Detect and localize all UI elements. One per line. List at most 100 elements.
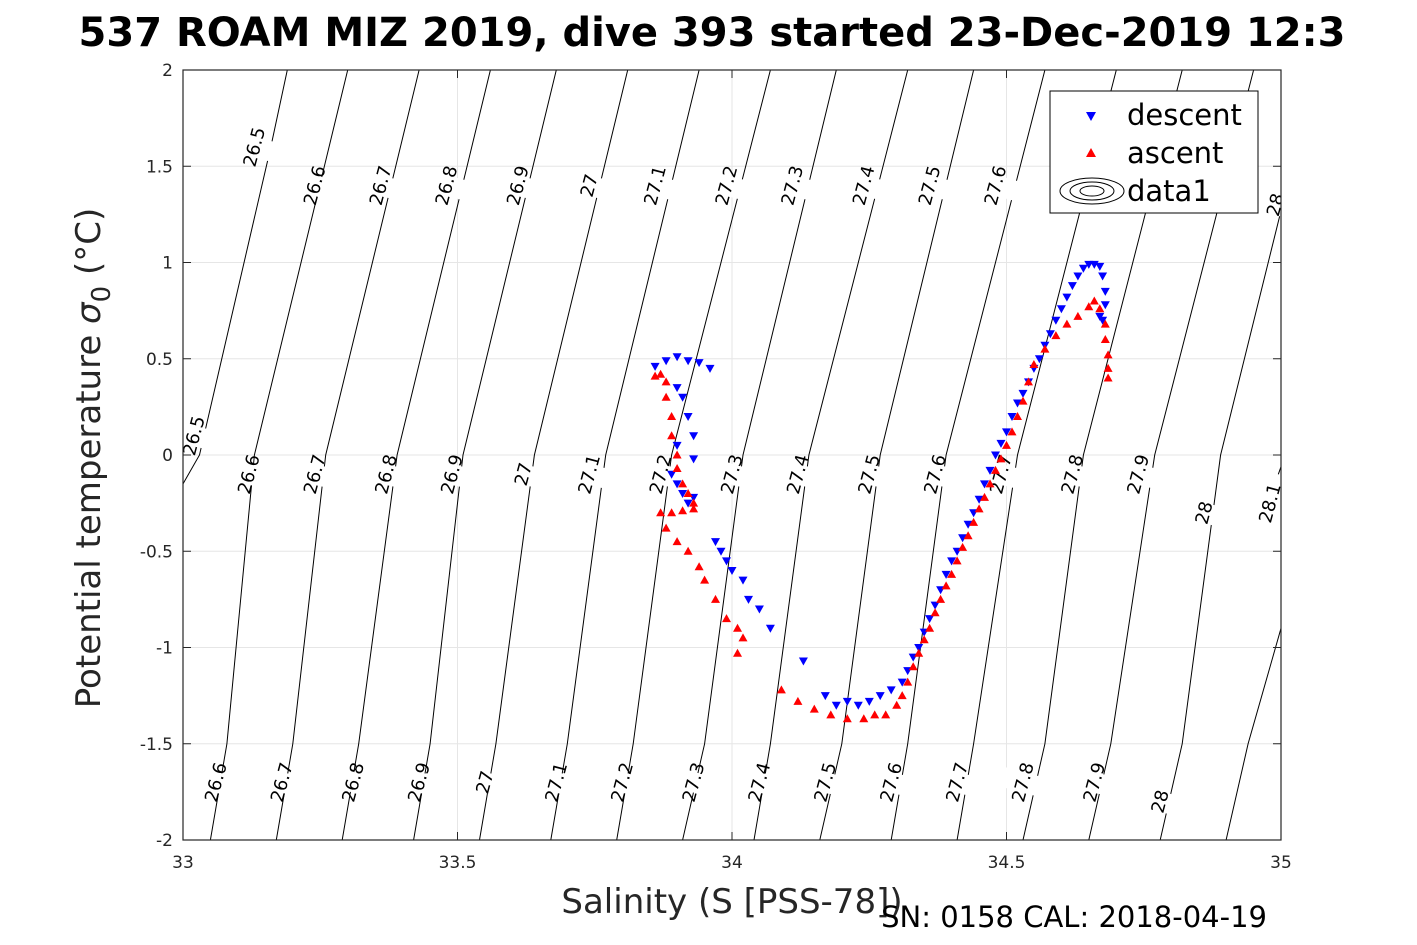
ascent-point	[941, 581, 951, 590]
ascent-point	[1095, 304, 1105, 313]
legend-ascent-label: ascent	[1127, 136, 1223, 170]
contour-label-bg	[837, 169, 890, 202]
contour-label-bg	[360, 458, 412, 491]
contour-label: 26.7	[267, 760, 298, 804]
descent-point	[683, 357, 693, 366]
y-axis-label-sigma: σ	[69, 301, 109, 324]
contour-label-bg	[969, 169, 1022, 202]
contour-label-bg	[700, 169, 753, 202]
contour-label: 27.6	[876, 760, 907, 804]
descent-point	[1056, 305, 1066, 314]
ascent-point	[903, 677, 913, 686]
ascent-point	[1051, 331, 1061, 340]
series-ascent	[650, 296, 1113, 723]
ascent-point	[947, 569, 957, 578]
descent-point	[667, 470, 677, 479]
descent-point	[1100, 287, 1110, 296]
y-tick-label: -1.5	[140, 735, 173, 755]
ascent-point	[776, 685, 786, 694]
contour-label-bg	[420, 169, 473, 202]
descent-point	[705, 364, 715, 373]
contour-label-bg	[931, 766, 983, 799]
descent-point	[1100, 301, 1110, 310]
contour-28.1: 28.1	[1225, 481, 1281, 840]
contour-label-bg	[530, 766, 583, 799]
ascent-point	[661, 523, 671, 532]
contour-label-bg	[223, 458, 275, 491]
descent-point	[886, 686, 896, 695]
ascent-point	[672, 450, 682, 459]
x-tick-label: 33	[172, 853, 194, 873]
contour-label-bg	[865, 766, 917, 799]
ascent-point	[925, 623, 935, 632]
ascent-point	[689, 498, 699, 507]
descent-point	[897, 678, 907, 687]
ascent-point	[963, 531, 973, 540]
contour-label-bg	[183, 419, 220, 452]
ascent-point	[842, 714, 852, 723]
ascent-point	[1062, 319, 1072, 328]
ascent-point	[914, 648, 924, 657]
ascent-point	[793, 696, 803, 705]
x-tick-label: 33.5	[439, 853, 477, 873]
descent-point	[661, 357, 671, 366]
contour-label-bg	[327, 766, 379, 799]
descent-point	[1013, 399, 1022, 408]
contour-label: 27.3	[717, 452, 748, 496]
descent-point	[1045, 330, 1055, 339]
descent-point	[991, 451, 1000, 460]
ascent-point	[1103, 350, 1113, 359]
contour-label-bg	[354, 169, 407, 202]
descent-point	[672, 384, 682, 393]
contour-label: 27.2	[712, 164, 743, 208]
contour-label: 26.6	[201, 760, 232, 804]
descent-point	[996, 439, 1006, 448]
contour-label-bg	[1134, 785, 1186, 818]
contour-line	[341, 70, 491, 840]
contour-label-bg	[997, 766, 1049, 799]
legend-data1-label: data1	[1127, 174, 1211, 208]
descent-point	[831, 701, 841, 710]
contour-label-bg	[629, 169, 681, 202]
descent-point	[1007, 413, 1017, 421]
chart-title: 537 ROAM MIZ 2019, dive 393 started 23-D…	[79, 10, 1346, 56]
ascent-point	[683, 489, 693, 497]
ascent-point	[1100, 319, 1110, 328]
ascent-point	[656, 508, 666, 517]
contour-26.8: 26.826.826.8	[327, 70, 491, 840]
contour-label-bg	[766, 169, 819, 202]
descent-point	[1067, 282, 1077, 291]
ascent-point	[1013, 412, 1022, 420]
descent-point	[958, 534, 968, 543]
contour-label: 27.9	[1079, 760, 1110, 804]
ascent-point	[683, 546, 693, 555]
contour-line	[183, 70, 288, 485]
contour-label: 27.7	[942, 760, 973, 804]
descent-point	[853, 701, 863, 710]
ascent-point	[969, 517, 979, 526]
contour-label-bg	[975, 458, 1027, 491]
descent-point	[672, 353, 682, 362]
contour-label-bg	[1249, 188, 1281, 221]
descent-point	[875, 692, 885, 701]
contour-label-bg	[772, 458, 824, 491]
y-tick-label: 0	[162, 446, 173, 466]
descent-point	[650, 362, 660, 371]
descent-point	[716, 547, 726, 556]
ascent-point	[919, 635, 929, 644]
descent-point	[914, 644, 924, 652]
contour-label: 27.3	[778, 164, 809, 208]
legend-descent-marker-icon	[1086, 112, 1096, 121]
descent-point	[798, 657, 808, 666]
ascent-point	[694, 562, 704, 571]
y-tick-label: 2	[162, 61, 173, 81]
descent-point	[1051, 316, 1061, 325]
ascent-point	[980, 492, 989, 501]
y-axis-label-main: Potential temperature	[69, 324, 109, 708]
contour-label-bg	[1178, 496, 1230, 529]
ascent-point	[859, 714, 869, 723]
contour-label-bg	[733, 766, 786, 799]
legend: descent ascent data1	[1049, 90, 1259, 214]
descent-point	[678, 490, 688, 498]
contour-label-bg	[1112, 458, 1165, 491]
